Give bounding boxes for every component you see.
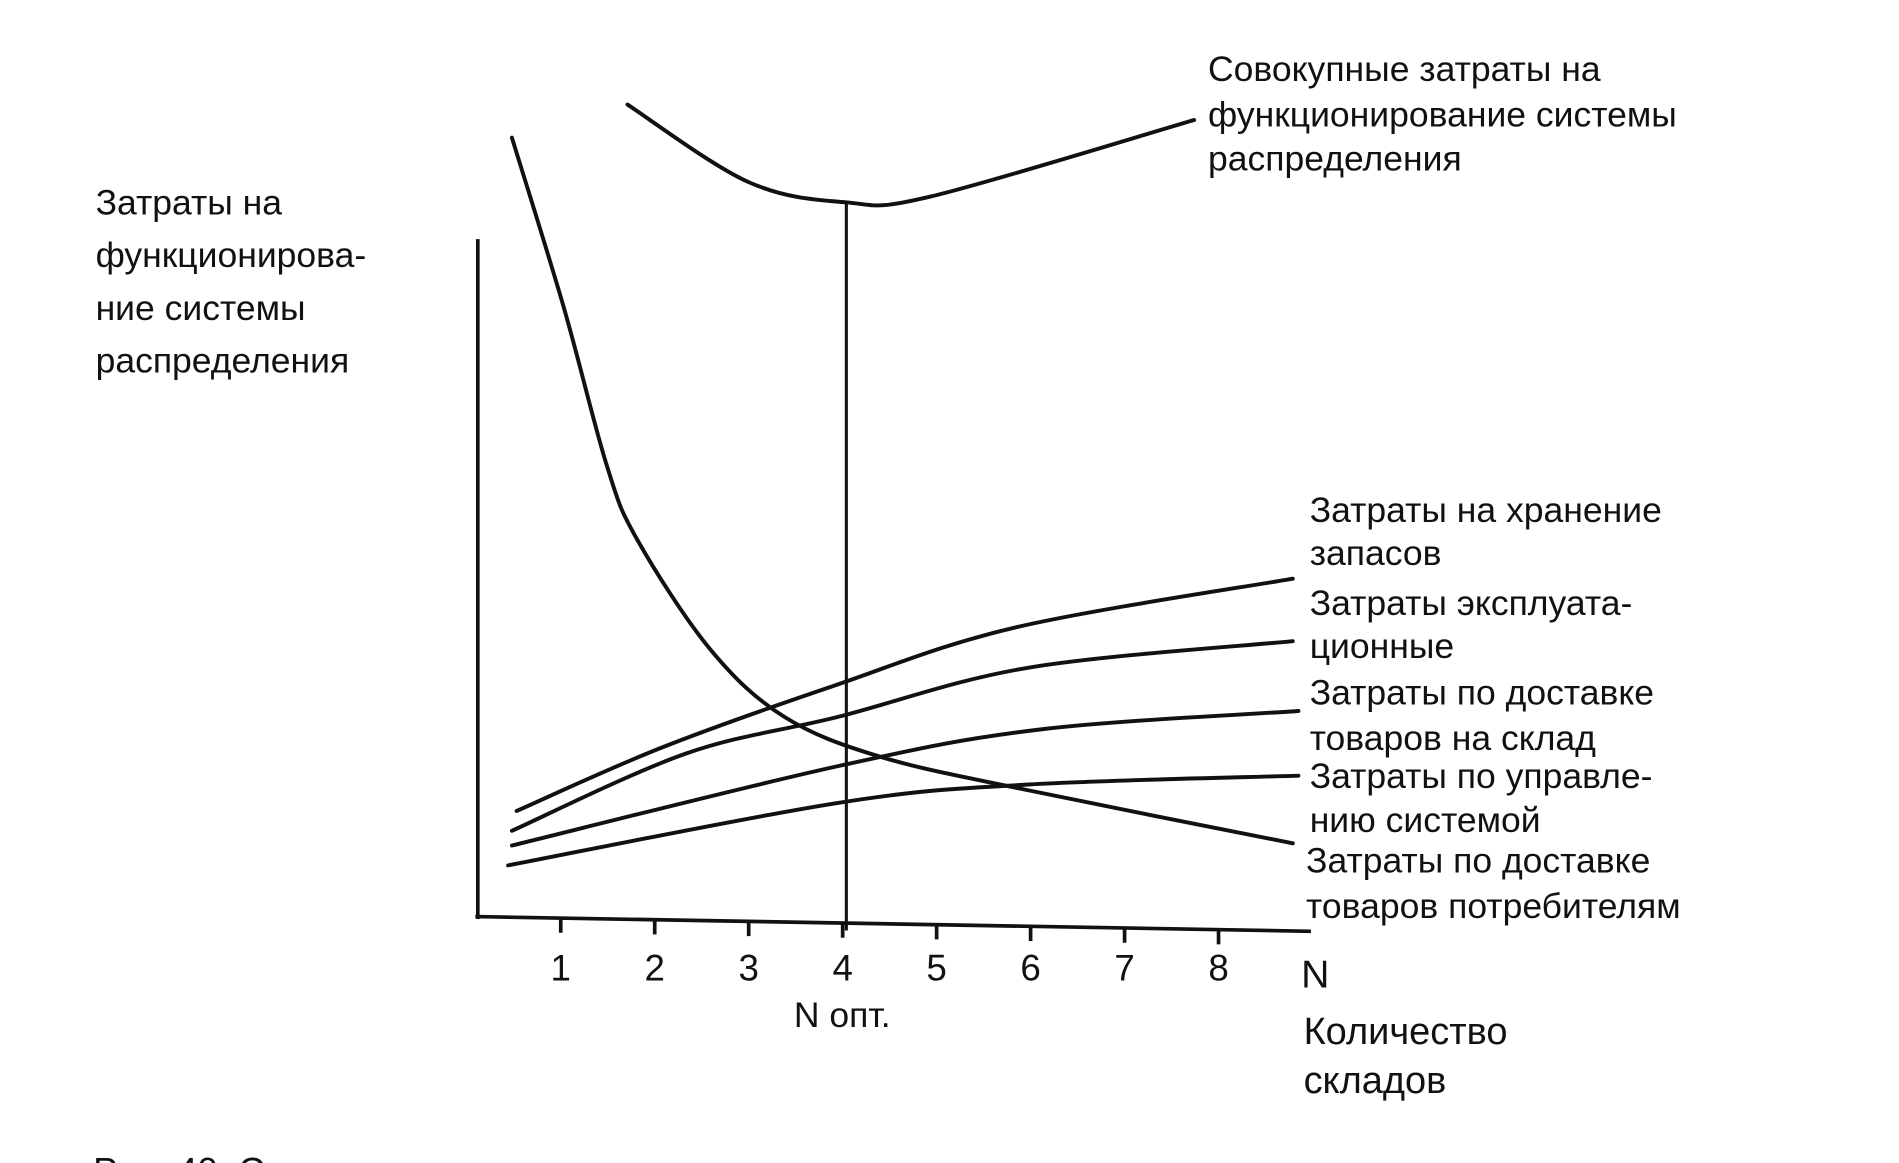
series-label-line: Затраты на хранение bbox=[1310, 490, 1662, 530]
optimum-label: N опт. bbox=[794, 995, 891, 1035]
series-label-delivery-to-warehouse: Затраты по доставке товаров на склад bbox=[1310, 673, 1654, 758]
x-tick-label: 6 bbox=[1020, 947, 1040, 988]
curve-delivery-to-warehouse bbox=[509, 709, 1301, 848]
series-label-total: Совокупные затраты на функционирование с… bbox=[1208, 49, 1677, 178]
series-label-line: ционные bbox=[1310, 626, 1454, 666]
y-axis-label: Затраты на функционирова- ние системы ра… bbox=[96, 183, 367, 381]
curve-delivery-to-consumers bbox=[509, 135, 1295, 846]
curve-total bbox=[625, 102, 1197, 208]
x-tick-label: 8 bbox=[1208, 947, 1228, 988]
x-axis-label-line: складов bbox=[1304, 1060, 1447, 1102]
series-label-line: Совокупные затраты на bbox=[1208, 49, 1601, 89]
x-axis-tick-labels: 1 2 3 4 5 6 7 8 bbox=[551, 947, 1229, 988]
series-label-storage: Затраты на хранение запасов bbox=[1310, 490, 1662, 573]
y-axis-label-line: Затраты на bbox=[96, 183, 283, 223]
series-label-operational: Затраты эксплуата- ционные bbox=[1310, 583, 1633, 666]
curve-storage bbox=[514, 576, 1295, 813]
figure-caption: Рис. 40. С bbox=[93, 1151, 265, 1163]
series-label-line: распределения bbox=[1208, 138, 1462, 178]
series-label-line: Затраты по доставке bbox=[1310, 673, 1654, 713]
series-label-delivery-to-consumers: Затраты по доставке товаров потребителям bbox=[1306, 840, 1681, 925]
series-label-line: Затраты по доставке bbox=[1306, 840, 1650, 880]
x-tick-label: 2 bbox=[644, 947, 664, 988]
y-axis-label-line: распределения bbox=[96, 341, 350, 381]
x-axis-symbol: N bbox=[1301, 954, 1329, 997]
curve-management bbox=[506, 773, 1301, 868]
series-label-management: Затраты по управле- нию системой bbox=[1310, 756, 1653, 840]
curve-operational bbox=[509, 639, 1295, 833]
x-axis-ticks bbox=[558, 918, 1221, 945]
series-label-line: товаров на склад bbox=[1310, 718, 1596, 758]
series-label-line: функционирование системы bbox=[1208, 94, 1677, 134]
x-tick-label: 7 bbox=[1114, 947, 1134, 988]
x-tick-label: 4 bbox=[832, 947, 852, 988]
series-label-line: Затраты эксплуата- bbox=[1310, 583, 1633, 623]
x-tick-label: 5 bbox=[926, 947, 946, 988]
y-axis-label-line: функционирова- bbox=[96, 235, 367, 275]
x-axis-label-line: Количество bbox=[1304, 1011, 1508, 1053]
series-label-line: Затраты по управле- bbox=[1310, 756, 1653, 796]
series-label-line: нию системой bbox=[1310, 800, 1541, 840]
x-tick-label: 3 bbox=[738, 947, 758, 988]
series-label-line: товаров потребителям bbox=[1306, 886, 1681, 926]
x-tick-label: 1 bbox=[551, 947, 571, 988]
series-label-line: запасов bbox=[1310, 533, 1442, 573]
y-axis-label-line: ние системы bbox=[96, 288, 306, 328]
x-axis bbox=[475, 914, 1311, 934]
series-curves bbox=[506, 102, 1301, 868]
